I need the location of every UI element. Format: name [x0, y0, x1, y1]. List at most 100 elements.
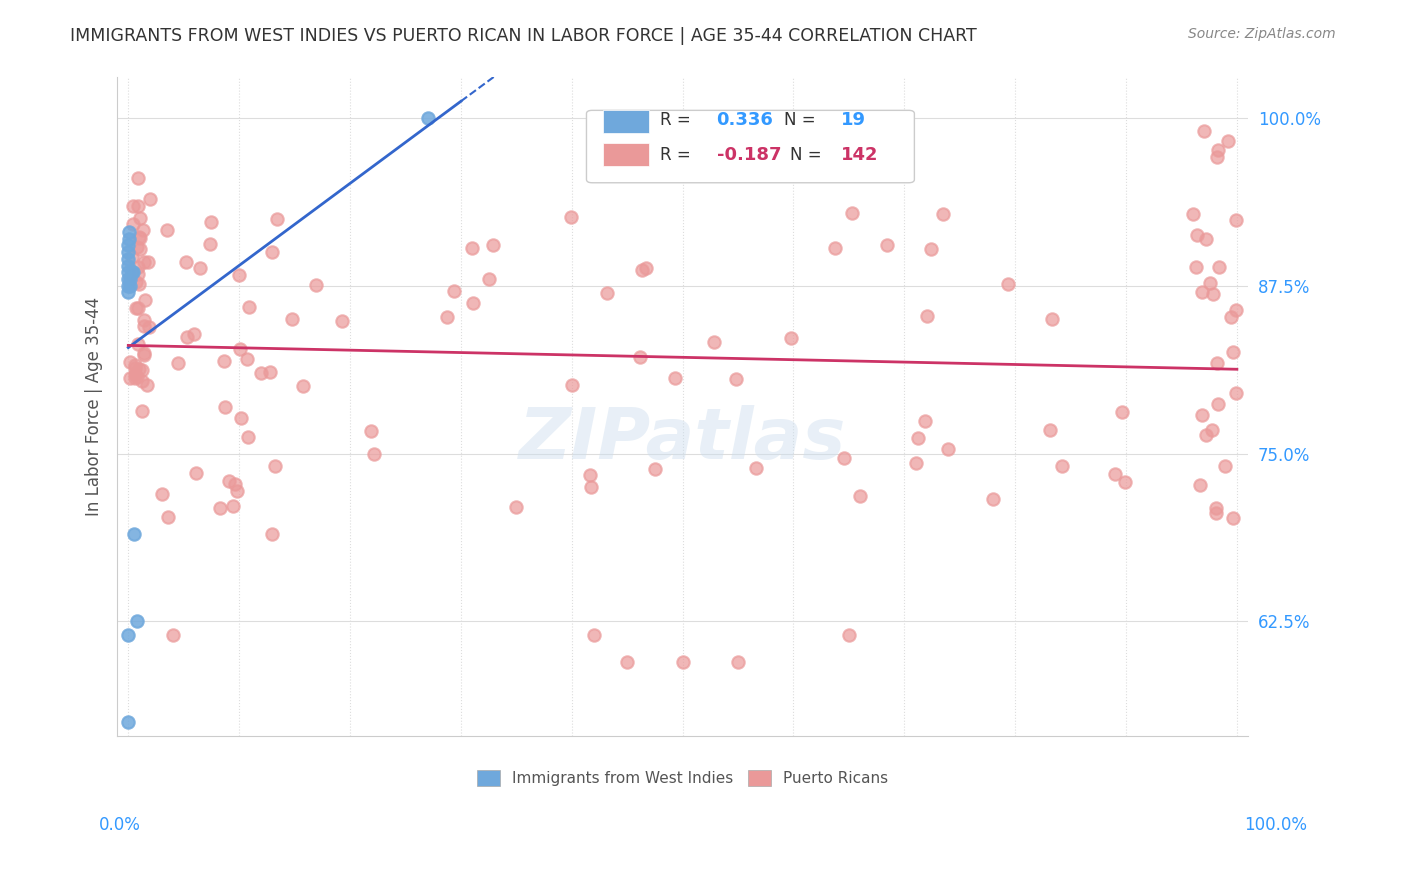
Point: [131, 374, 153, 388]
Point: [127, 240, 149, 254]
Point: [461, 295, 484, 310]
Point: [838, 628, 860, 642]
Point: [122, 527, 145, 541]
Text: 100.0%: 100.0%: [1244, 816, 1308, 834]
Point: [876, 238, 898, 252]
Text: R =: R =: [659, 146, 696, 164]
Point: [1188, 478, 1211, 492]
Point: [128, 362, 150, 376]
Point: [360, 424, 382, 438]
Point: [907, 431, 929, 445]
Point: [1191, 408, 1213, 422]
Point: [920, 242, 942, 256]
Text: 0.336: 0.336: [717, 112, 773, 129]
Point: [664, 371, 686, 385]
Point: [482, 237, 505, 252]
Point: [117, 252, 139, 266]
Point: [291, 379, 314, 393]
Point: [236, 429, 259, 443]
Point: [222, 499, 245, 513]
Point: [121, 265, 143, 279]
Point: [212, 354, 235, 368]
Point: [118, 371, 141, 385]
Point: [238, 300, 260, 314]
Point: [628, 351, 651, 365]
Point: [152, 487, 174, 501]
Point: [129, 211, 152, 225]
Point: [127, 301, 149, 316]
Point: [236, 351, 259, 366]
Point: [132, 346, 155, 360]
Point: [121, 250, 143, 264]
Point: [363, 447, 385, 461]
Point: [1225, 212, 1247, 227]
Point: [129, 242, 152, 256]
Text: IMMIGRANTS FROM WEST INDIES VS PUERTO RICAN IN LABOR FORCE | AGE 35-44 CORRELATI: IMMIGRANTS FROM WEST INDIES VS PUERTO RI…: [70, 27, 977, 45]
Point: [125, 301, 148, 315]
Point: [131, 362, 153, 376]
Text: R =: R =: [659, 112, 696, 129]
Point: [579, 480, 602, 494]
Point: [127, 171, 149, 186]
Point: [1039, 423, 1062, 437]
Point: [124, 358, 146, 372]
Point: [1201, 287, 1223, 301]
Point: [214, 401, 236, 415]
Point: [139, 192, 162, 206]
Point: [1185, 228, 1208, 243]
Point: [128, 277, 150, 292]
Point: [117, 628, 139, 642]
Text: ZIPatlas: ZIPatlas: [519, 405, 846, 474]
Point: [188, 260, 211, 275]
Bar: [603, 111, 648, 134]
Point: [1213, 459, 1236, 474]
Point: [121, 268, 143, 283]
Point: [1206, 150, 1229, 164]
Point: [936, 442, 959, 456]
Point: [124, 367, 146, 381]
Point: [125, 370, 148, 384]
Point: [932, 207, 955, 221]
Point: [1111, 405, 1133, 419]
Point: [117, 245, 139, 260]
Point: [832, 451, 855, 466]
Point: [1225, 303, 1247, 318]
Point: [1050, 458, 1073, 473]
Point: [156, 222, 179, 236]
Point: [1114, 475, 1136, 490]
Point: [644, 462, 666, 476]
Point: [1208, 260, 1230, 274]
Point: [117, 259, 139, 273]
Point: [1206, 397, 1229, 411]
Point: [671, 655, 693, 669]
Point: [1195, 427, 1218, 442]
Point: [1194, 232, 1216, 246]
Text: N =: N =: [785, 112, 821, 129]
Point: [134, 293, 156, 307]
Point: [131, 404, 153, 418]
Point: [264, 458, 287, 473]
Point: [1040, 312, 1063, 326]
Point: [1219, 310, 1241, 325]
Point: [120, 278, 142, 293]
Point: [1218, 134, 1240, 148]
Point: [560, 211, 582, 225]
Point: [134, 255, 156, 269]
Point: [138, 320, 160, 334]
Point: [200, 215, 222, 229]
Point: [228, 268, 250, 282]
Point: [127, 267, 149, 281]
Point: [183, 327, 205, 342]
Point: [132, 223, 155, 237]
Point: [127, 615, 149, 629]
Point: [121, 265, 143, 279]
Point: [122, 199, 145, 213]
Point: [176, 330, 198, 344]
Point: [262, 527, 284, 541]
Point: [120, 354, 142, 368]
Point: [124, 361, 146, 376]
Point: [981, 492, 1004, 507]
Point: [117, 278, 139, 293]
Point: [1191, 285, 1213, 299]
Point: [1199, 276, 1222, 290]
